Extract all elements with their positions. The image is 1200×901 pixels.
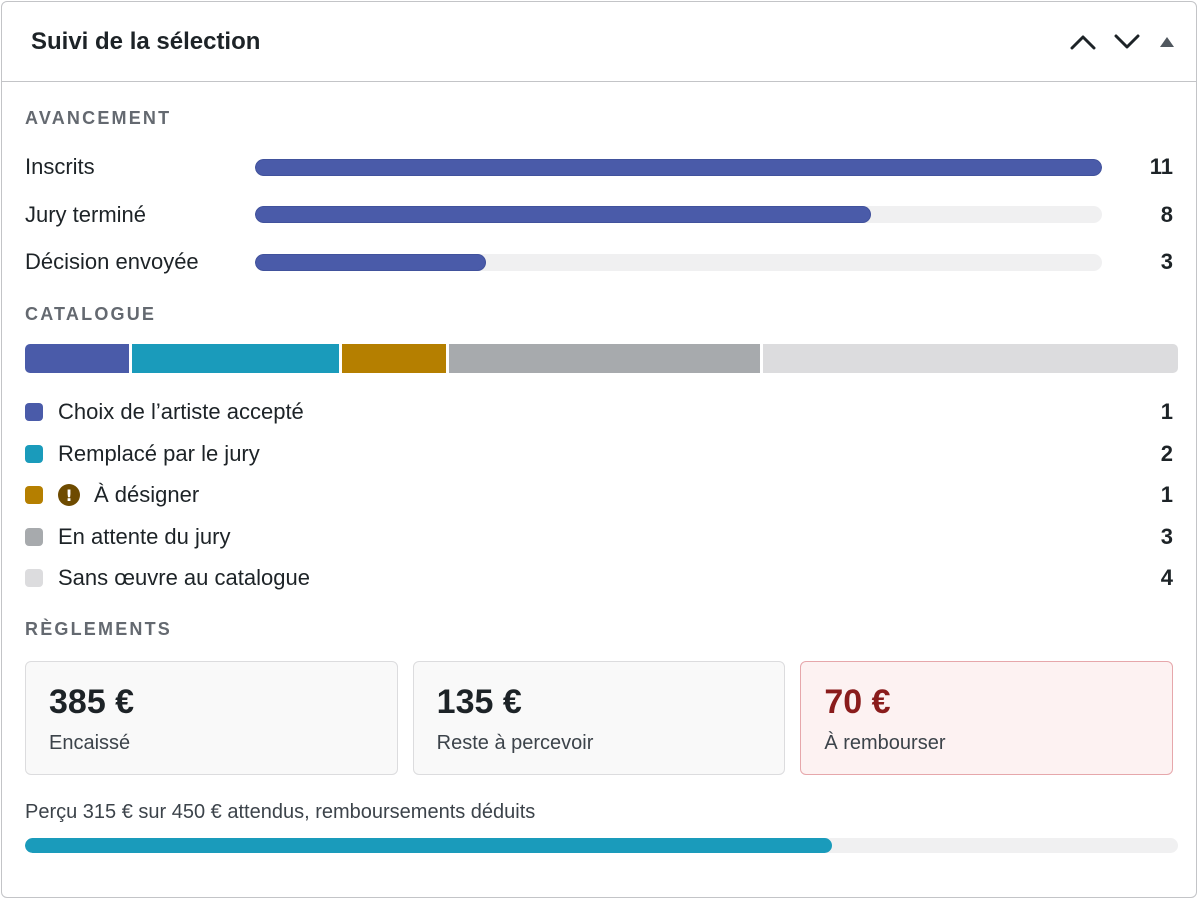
progress-track bbox=[255, 253, 1102, 271]
progress-label: Décision envoyée bbox=[25, 249, 199, 275]
catalogue-legend: Choix de l’artiste accepté 1 Remplacé par … bbox=[25, 391, 1173, 599]
legend-swatch bbox=[25, 569, 43, 588]
catalogue-segment-pending bbox=[448, 344, 761, 373]
progress-count: 8 bbox=[1160, 201, 1173, 227]
catalogue-segment-to_assign bbox=[342, 344, 446, 373]
move-down-button[interactable] bbox=[1108, 22, 1146, 62]
legend-item: Choix de l’artiste accepté 1 bbox=[25, 391, 1173, 433]
widget-header: Suivi de la sélection bbox=[2, 2, 1196, 82]
legend-count: 3 bbox=[1160, 523, 1173, 549]
payment-card: 385 € Encaissé bbox=[25, 661, 398, 775]
payment-card: 135 € Reste à percevoir bbox=[412, 661, 786, 775]
payment-progress-bar bbox=[25, 838, 1178, 853]
catalogue-segment-none bbox=[763, 344, 1178, 373]
progress-track bbox=[255, 206, 1102, 224]
widget-title: Suivi de la sélection bbox=[31, 27, 261, 55]
move-up-button[interactable] bbox=[1064, 22, 1102, 62]
progress-label: Inscrits bbox=[25, 154, 95, 179]
catalogue-stacked-bar bbox=[25, 344, 1178, 373]
progress-row: Inscrits 11 bbox=[25, 143, 1173, 191]
widget-controls bbox=[1064, 22, 1182, 62]
progress-list: Inscrits 11 Jury terminé 8 Décision envoyée 3 bbox=[25, 143, 1173, 286]
progress-fill bbox=[255, 253, 486, 271]
payment-progress-fill bbox=[25, 838, 833, 853]
legend-item: En attente du jury 3 bbox=[25, 516, 1173, 558]
legend-label: Remplacé par le jury bbox=[58, 440, 260, 466]
payment-label: Encaissé bbox=[49, 732, 131, 754]
payments-section-title: Règlements bbox=[25, 619, 173, 639]
legend-label: Sans œuvre au catalogue bbox=[58, 565, 310, 591]
triangle-up-icon bbox=[1160, 36, 1174, 47]
legend-label: Choix de l’artiste accepté bbox=[58, 399, 304, 424]
exclamation-circle-icon: ! bbox=[58, 484, 80, 507]
toggle-panel-button[interactable] bbox=[1152, 22, 1182, 62]
widget-body: Avancement Inscrits 11 Jury terminé 8 Décisi… bbox=[2, 108, 1196, 853]
legend-item: ! À désigner 1 bbox=[25, 475, 1173, 517]
progress-track bbox=[255, 158, 1102, 176]
legend-count: 2 bbox=[1160, 440, 1173, 466]
legend-item: Sans œuvre au catalogue 4 bbox=[25, 558, 1173, 600]
catalogue-segment-replaced bbox=[131, 344, 340, 373]
catalogue-segment-accepted bbox=[25, 344, 129, 373]
payment-amount: 385 € bbox=[49, 683, 135, 721]
payment-card: 70 € À rembourser bbox=[800, 661, 1174, 775]
legend-swatch bbox=[25, 486, 43, 505]
progress-label: Jury terminé bbox=[25, 201, 147, 227]
payment-amount: 135 € bbox=[436, 683, 522, 721]
legend-count: 4 bbox=[1160, 565, 1173, 591]
progress-fill bbox=[255, 158, 1102, 176]
legend-count: 1 bbox=[1160, 399, 1173, 424]
legend-swatch bbox=[25, 444, 43, 463]
legend-count: 1 bbox=[1160, 482, 1173, 508]
legend-swatch bbox=[25, 403, 43, 421]
payment-amount: 70 € bbox=[824, 683, 891, 721]
progress-row: Décision envoyée 3 bbox=[25, 239, 1173, 287]
payment-label: Reste à percevoir bbox=[436, 732, 594, 754]
legend-label: En attente du jury bbox=[58, 523, 231, 549]
progress-row: Jury terminé 8 bbox=[25, 191, 1173, 239]
payment-cards: 385 € Encaissé 135 € Reste à percevoir 70 € À… bbox=[25, 661, 1174, 775]
progress-section-title: Avancement bbox=[25, 108, 172, 128]
payment-label: À rembourser bbox=[824, 732, 946, 754]
legend-swatch bbox=[25, 527, 43, 546]
payment-summary: Perçu 315 € sur 450 € attendus, rembours… bbox=[25, 801, 536, 823]
chevron-down-icon bbox=[1114, 34, 1140, 48]
progress-count: 3 bbox=[1160, 249, 1173, 275]
progress-fill bbox=[255, 206, 871, 224]
chevron-up-icon bbox=[1070, 35, 1096, 49]
legend-label: À désigner bbox=[94, 482, 200, 508]
legend-item: Remplacé par le jury 2 bbox=[25, 433, 1173, 475]
progress-count: 11 bbox=[1149, 154, 1173, 179]
catalogue-section-title: Catalogue bbox=[25, 304, 157, 324]
